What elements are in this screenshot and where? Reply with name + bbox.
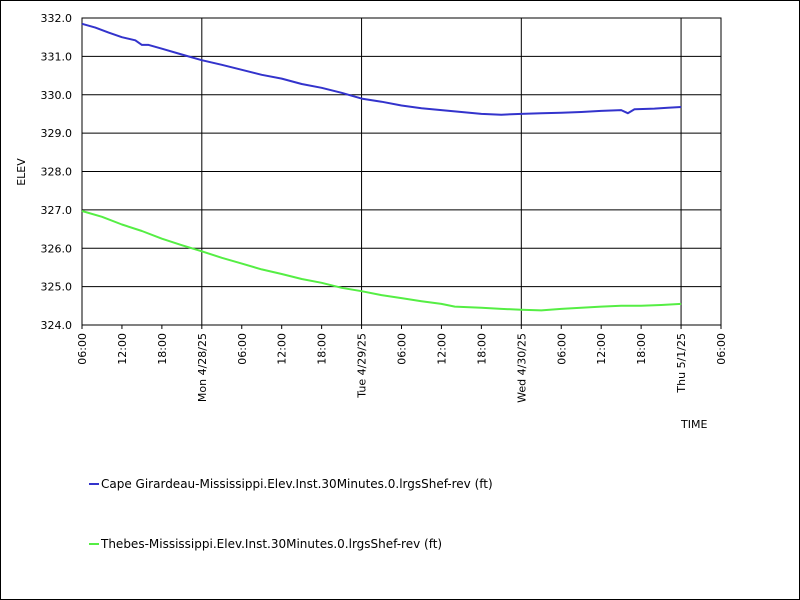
x-tick-label: 06:00 (76, 333, 89, 365)
x-tick-label: 12:00 (116, 333, 129, 365)
x-tick-label: 06:00 (555, 333, 568, 365)
legend: Cape Girardeau-Mississippi.Elev.Inst.30M… (89, 477, 493, 551)
x-tick-label: Wed 4/30/25 (515, 333, 528, 403)
y-tick-label: 332.0 (41, 12, 73, 25)
x-tick-label: 18:00 (635, 333, 648, 365)
y-tick-label: 326.0 (41, 242, 73, 255)
x-axis-title: TIME (680, 418, 707, 431)
x-tick-label: Tue 4/29/25 (356, 333, 369, 399)
legend-label-1: Cape Girardeau-Mississippi.Elev.Inst.30M… (101, 477, 493, 491)
series-line-2 (81, 210, 682, 312)
x-tick-labels: 06:00 12:00 18:00 Mon 4/28/25 06:00 12:00 18:0… (76, 333, 728, 403)
y-tick-label: 329.0 (41, 127, 73, 140)
x-tick-label: Thu 5/1/25 (675, 333, 688, 394)
x-tick-label: 06:00 (715, 333, 728, 365)
y-tick-label: 327.0 (41, 204, 73, 217)
series-lines (81, 22, 682, 312)
x-tick-label: Mon 4/28/25 (196, 333, 209, 402)
plot-border (81, 17, 722, 326)
series-line-1 (81, 22, 682, 116)
y-tick-label: 330.0 (41, 89, 73, 102)
x-tick-label: 18:00 (156, 333, 169, 365)
x-tick-label: 06:00 (236, 333, 249, 365)
x-tick-label: 18:00 (316, 333, 329, 365)
x-tick-label: 12:00 (276, 333, 289, 365)
y-axis-title: ELEV (15, 158, 28, 186)
y-tick-label: 328.0 (41, 166, 73, 179)
y-tick-label: 325.0 (41, 281, 73, 294)
grid-lines (81, 17, 722, 329)
y-tick-label: 331.0 (41, 50, 73, 63)
x-tick-label: 12:00 (435, 333, 448, 365)
x-tick-label: 06:00 (396, 333, 409, 365)
x-tick-label: 18:00 (475, 333, 488, 365)
y-tick-label: 324.0 (41, 319, 73, 332)
legend-label-2: Thebes-Mississippi.Elev.Inst.30Minutes.0… (100, 537, 442, 551)
y-tick-labels: 324.0 325.0 326.0 327.0 328.0 329.0 330.0 331.0… (41, 12, 73, 332)
x-tick-label: 12:00 (595, 333, 608, 365)
